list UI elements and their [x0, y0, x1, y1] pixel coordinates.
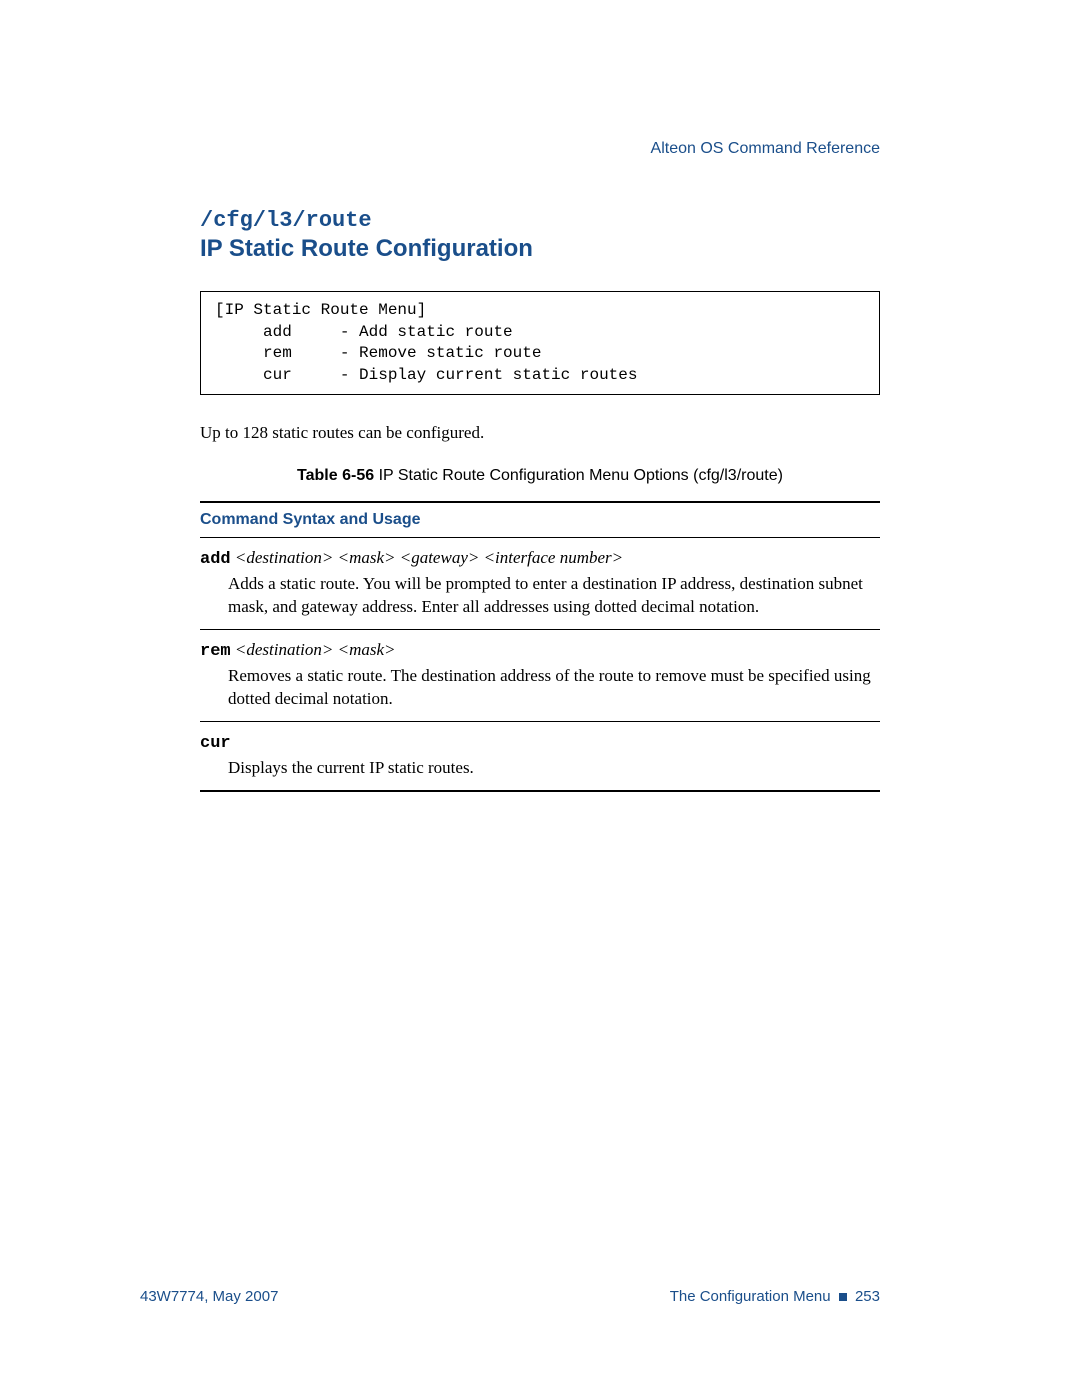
table-header: Command Syntax and Usage	[200, 503, 880, 538]
footer-page-number: 253	[855, 1288, 880, 1305]
table-caption: Table 6-56 IP Static Route Configuration…	[200, 467, 880, 485]
command-row: rem <destination> <mask> Removes a static…	[200, 630, 880, 722]
footer-right-label: The Configuration Menu	[670, 1288, 831, 1305]
command-description: Displays the current IP static routes.	[200, 757, 880, 780]
footer-left: 43W7774, May 2007	[140, 1288, 278, 1305]
table-body: add <destination> <mask> <gateway> <inte…	[200, 538, 880, 790]
command-name: rem	[200, 642, 231, 661]
syntax-table: Command Syntax and Usage add <destinatio…	[200, 501, 880, 792]
command-name: cur	[200, 734, 231, 753]
table-caption-text: IP Static Route Configuration Menu Optio…	[374, 467, 783, 484]
command-syntax: cur	[200, 732, 880, 753]
document-page: Alteon OS Command Reference /cfg/l3/rout…	[0, 0, 1080, 1397]
page-footer: 43W7774, May 2007 The Configuration Menu…	[140, 1288, 880, 1305]
command-args: <destination> <mask>	[231, 640, 396, 659]
body-paragraph: Up to 128 static routes can be configure…	[200, 423, 880, 443]
command-description: Adds a static route. You will be prompte…	[200, 573, 880, 619]
section-title: IP Static Route Configuration	[200, 235, 880, 263]
command-syntax: add <destination> <mask> <gateway> <inte…	[200, 548, 880, 569]
command-row: add <destination> <mask> <gateway> <inte…	[200, 538, 880, 630]
command-name: add	[200, 550, 231, 569]
command-row: cur Displays the current IP static routes…	[200, 722, 880, 790]
table-caption-label: Table 6-56	[297, 467, 374, 484]
command-args: <destination> <mask> <gateway> <interfac…	[231, 548, 624, 567]
footer-square-icon	[839, 1293, 847, 1301]
section-path: /cfg/l3/route	[200, 208, 880, 233]
menu-box: [IP Static Route Menu] add - Add static …	[200, 291, 880, 395]
command-description: Removes a static route. The destination …	[200, 665, 880, 711]
command-syntax: rem <destination> <mask>	[200, 640, 880, 661]
header-reference: Alteon OS Command Reference	[200, 140, 880, 158]
footer-right: The Configuration Menu 253	[670, 1288, 880, 1305]
